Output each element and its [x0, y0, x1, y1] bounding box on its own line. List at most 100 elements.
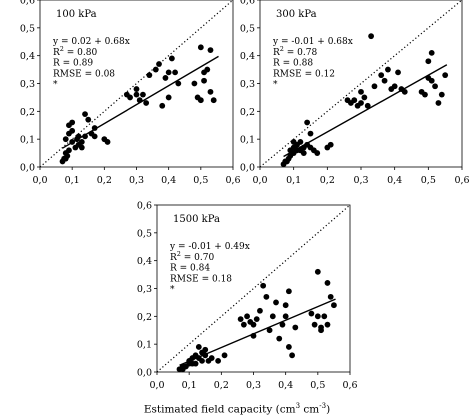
- data-point: [165, 94, 172, 101]
- y-tick-label: 0,6: [20, 0, 35, 7]
- x-tick-label: 0,4: [387, 175, 402, 186]
- y-tick-label: 0,2: [137, 312, 152, 323]
- x-tick-label: 0,4: [278, 380, 293, 391]
- data-point: [368, 33, 374, 40]
- data-point: [152, 66, 159, 73]
- data-point: [435, 100, 442, 106]
- panel-title: 300 kPa: [276, 9, 317, 20]
- data-point: [422, 91, 428, 98]
- data-point: [91, 125, 98, 131]
- data-point: [168, 55, 175, 62]
- data-point: [191, 80, 198, 87]
- x-axis-label-sup1: 3: [295, 402, 301, 410]
- data-point: [159, 102, 166, 109]
- significance-mark: *: [273, 80, 278, 90]
- data-point: [269, 313, 276, 320]
- data-point: [69, 119, 76, 126]
- y-tick-label: 0,4: [240, 51, 255, 62]
- r-value: R = 0.88: [273, 59, 313, 69]
- data-point: [210, 97, 217, 104]
- data-point: [378, 72, 385, 79]
- regression-line: [283, 64, 448, 158]
- data-point: [207, 47, 214, 53]
- x-axis-label-sup2: -3: [319, 402, 327, 410]
- data-point: [361, 94, 368, 101]
- x-tick-label: 0,0: [32, 175, 47, 186]
- y-tick-label: 0,2: [240, 107, 255, 118]
- rmse-value: RMSE = 0.18: [170, 274, 232, 284]
- x-axis-label-end: ): [326, 403, 331, 416]
- y-tick-label: 0,1: [137, 340, 152, 351]
- data-point: [314, 268, 321, 275]
- y-tick-label: 0,0: [20, 163, 35, 174]
- y-tick-label: 0,0: [137, 368, 152, 379]
- data-point: [202, 346, 209, 353]
- data-point: [197, 97, 204, 104]
- data-point: [292, 324, 299, 331]
- data-point: [253, 316, 260, 323]
- data-point: [207, 88, 214, 95]
- y-tick-label: 0,1: [20, 135, 35, 146]
- data-point: [425, 58, 432, 65]
- data-point: [104, 139, 111, 145]
- data-point: [195, 344, 202, 350]
- data-point: [395, 69, 401, 76]
- data-point: [133, 91, 140, 98]
- data-point: [197, 44, 204, 51]
- panel-title: 1500 kPa: [173, 214, 220, 225]
- x-tick-label: 0,4: [161, 175, 176, 186]
- data-point: [202, 352, 209, 359]
- data-point: [62, 136, 69, 143]
- data-point: [240, 321, 247, 328]
- data-point: [314, 150, 321, 156]
- data-point: [364, 102, 371, 109]
- data-point: [66, 147, 72, 154]
- y-tick-label: 0,6: [137, 201, 152, 212]
- data-point: [127, 94, 133, 101]
- panel-title: 100 kPa: [56, 9, 97, 20]
- y-tick-label: 0,6: [240, 0, 255, 7]
- data-point: [358, 88, 364, 95]
- data-point: [69, 139, 76, 145]
- reference-line-1to1: [156, 204, 351, 373]
- data-point: [282, 313, 289, 320]
- fit-equation: y = -0.01 + 0.68x: [272, 37, 353, 47]
- data-point: [307, 130, 314, 137]
- data-point: [208, 355, 215, 361]
- data-point: [289, 352, 295, 359]
- fit-equation: y = -0.01 + 0.49x: [169, 242, 250, 252]
- y-tick-label: 0,3: [240, 79, 255, 90]
- data-point: [136, 97, 143, 104]
- r-value: R = 0.89: [53, 59, 93, 69]
- x-tick-label: 0,5: [421, 175, 436, 186]
- x-tick-label: 0,3: [129, 175, 144, 186]
- significance-mark: *: [170, 285, 175, 295]
- data-point: [221, 352, 228, 359]
- data-point: [244, 313, 250, 320]
- data-point: [391, 83, 398, 90]
- data-point: [308, 310, 315, 317]
- data-point: [327, 293, 334, 300]
- data-point: [69, 127, 76, 134]
- y-tick-label: 0,0: [240, 163, 255, 174]
- data-point: [385, 66, 391, 73]
- data-point: [428, 49, 435, 56]
- fit-equation: y = 0.02 + 0.68x: [52, 37, 130, 47]
- reference-line-1to1: [39, 0, 234, 168]
- data-point: [75, 133, 82, 140]
- y-tick-label: 0,4: [20, 51, 35, 62]
- data-point: [162, 75, 169, 81]
- data-point: [237, 316, 244, 323]
- data-point: [250, 321, 257, 328]
- x-tick-label: 0,2: [320, 175, 335, 186]
- data-point: [172, 69, 179, 76]
- significance-mark: *: [53, 80, 58, 90]
- data-point: [140, 91, 146, 98]
- x-axis-label: Estimated field capacity (cm3 cm-3): [0, 402, 474, 416]
- rmse-value: RMSE = 0.08: [53, 69, 115, 79]
- x-tick-label: 0,2: [97, 175, 112, 186]
- data-point: [324, 321, 331, 328]
- data-point: [215, 357, 222, 364]
- data-point: [401, 88, 408, 95]
- x-axis-label-mid: cm: [300, 403, 320, 416]
